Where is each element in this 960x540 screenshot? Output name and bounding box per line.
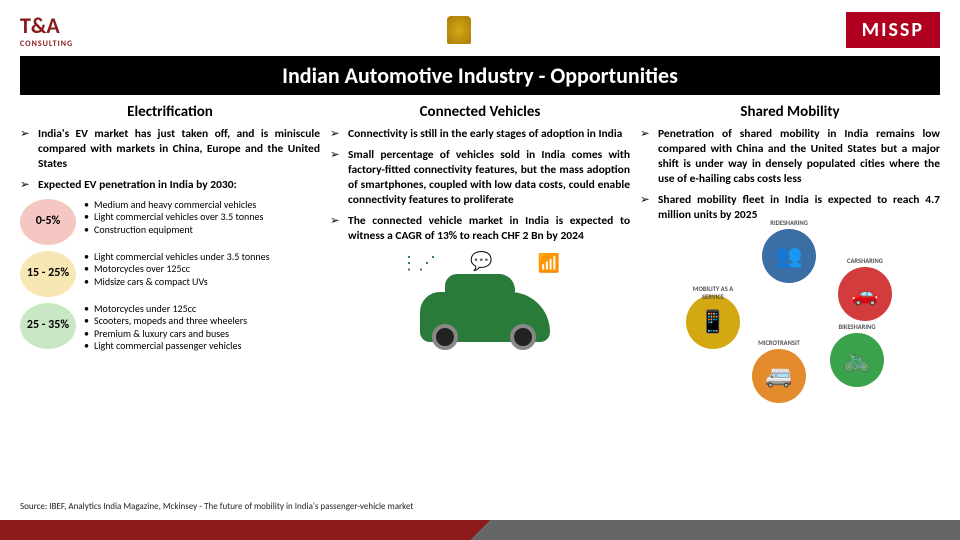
penetration-badges: 0-5%Medium and heavy commercial vehicles…: [20, 199, 320, 353]
signal-icon: 📶: [538, 252, 560, 274]
mobility-circle-icon: 📱: [686, 295, 740, 349]
badge-item: Midsize cars & compact UVs: [84, 276, 270, 289]
badge-items: Motorcycles under 125ccScooters, mopeds …: [84, 303, 247, 353]
badge-item: Motorcycles over 125cc: [84, 263, 270, 276]
footer-strip: [0, 520, 960, 540]
col-header-electrification: Electrification: [20, 103, 320, 121]
mobility-label: RIDESHARING: [759, 219, 819, 227]
penetration-badge: 25 - 35%: [20, 303, 76, 349]
mobility-circle-icon: 🚗: [838, 267, 892, 321]
content-columns: Electrification India's EV market has ju…: [0, 103, 960, 389]
mobility-label: MOBILITY AS A SERVICE: [683, 285, 743, 301]
col-connected: Connected Vehicles Connectivity is still…: [330, 103, 630, 389]
mobility-label: MICROTRANSIT: [749, 339, 809, 347]
logo-emblem: [447, 16, 471, 44]
penetration-badge: 15 - 25%: [20, 251, 76, 297]
logo-left-sub: CONSULTING: [20, 39, 73, 49]
elec-bullet-1: India's EV market has just taken off, an…: [20, 127, 320, 172]
mobility-circle-icon: 👥: [762, 229, 816, 283]
electrification-bullets: India's EV market has just taken off, an…: [20, 127, 320, 193]
chat-icon: 💬: [470, 250, 492, 272]
shared-bullet-1: Penetration of shared mobility in India …: [640, 127, 940, 187]
connected-bullets: Connectivity is still in the early stage…: [330, 127, 630, 244]
conn-bullet-3: The connected vehicle market in India is…: [330, 214, 630, 244]
badge-item: Light commercial passenger vehicles: [84, 340, 247, 353]
elec-bullet-2: Expected EV penetration in India by 2030…: [20, 178, 320, 193]
penetration-badge: 0-5%: [20, 199, 76, 245]
mobility-label: CARSHARING: [835, 257, 895, 265]
col-shared: Shared Mobility Penetration of shared mo…: [640, 103, 940, 389]
wheel-icon: [432, 324, 458, 350]
mobility-circle-icon: 🚲: [830, 333, 884, 387]
col-header-shared: Shared Mobility: [640, 103, 940, 121]
wifi-icon: ⋮⋰: [400, 252, 436, 274]
page-title: Indian Automotive Industry - Opportuniti…: [20, 56, 940, 95]
badge-row: 0-5%Medium and heavy commercial vehicles…: [20, 199, 320, 245]
logo-ta-consulting: T&A CONSULTING: [20, 12, 73, 49]
header-logos: T&A CONSULTING MISSP: [0, 0, 960, 56]
mobility-circle-icon: 🚐: [752, 349, 806, 403]
badge-item: Construction equipment: [84, 224, 263, 237]
shared-bullets: Penetration of shared mobility in India …: [640, 127, 940, 223]
col-header-connected: Connected Vehicles: [330, 103, 630, 121]
logo-missp: MISSP: [846, 12, 940, 48]
badge-item: Scooters, mopeds and three wheelers: [84, 315, 247, 328]
conn-bullet-1: Connectivity is still in the early stage…: [330, 127, 630, 142]
badge-items: Medium and heavy commercial vehiclesLigh…: [84, 199, 263, 237]
col-electrification: Electrification India's EV market has ju…: [20, 103, 320, 389]
badge-item: Light commercial vehicles over 3.5 tonne…: [84, 211, 263, 224]
india-emblem-icon: [447, 16, 471, 44]
badge-items: Light commercial vehicles under 3.5 tonn…: [84, 251, 270, 289]
source-citation: Source: IBEF, Analytics India Magazine, …: [20, 501, 413, 512]
badge-row: 15 - 25%Light commercial vehicles under …: [20, 251, 320, 297]
wheel-icon: [510, 324, 536, 350]
shared-mobility-diagram: 👥RIDESHARING🚗CARSHARING🚲BIKESHARING🚐MICR…: [680, 229, 900, 389]
logo-left-text: T&A: [20, 12, 60, 39]
connected-car-icon: ⋮⋰ 📶 💬: [390, 252, 570, 352]
conn-bullet-2: Small percentage of vehicles sold in Ind…: [330, 148, 630, 208]
badge-row: 25 - 35%Motorcycles under 125ccScooters,…: [20, 303, 320, 353]
mobility-label: BIKESHARING: [827, 323, 887, 331]
